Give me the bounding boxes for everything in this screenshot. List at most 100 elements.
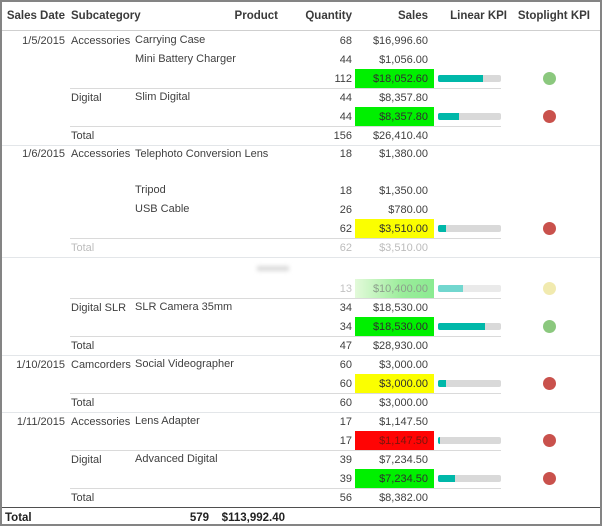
row-separator-line: [2, 355, 600, 356]
cell-product: Telephoto Conversion Lens: [135, 148, 269, 160]
table-row[interactable]: 1/6/2015 Accessories Telephoto Conversio…: [2, 145, 600, 181]
row-separator-line: [70, 126, 501, 127]
cell-sales: $7,234.50: [379, 453, 428, 466]
row-separator-line: [70, 336, 501, 337]
linear-kpi-bar: [438, 75, 501, 82]
cell-product: USB Cable: [135, 203, 190, 215]
linear-kpi-bar: [438, 225, 501, 232]
cell-sales: $1,380.00: [379, 148, 428, 160]
column-header-sales[interactable]: Sales: [397, 10, 428, 22]
linear-kpi-fill: [438, 475, 455, 482]
table-row[interactable]: Tripod 18 $1,350.00: [2, 181, 600, 200]
cell-subcategory: Accessories: [71, 148, 131, 160]
cell-sales: $3,000.00: [379, 358, 428, 371]
table-row[interactable]: Mini Battery Charger 44 $1,056.00: [2, 50, 600, 69]
stoplight-kpi-cell: [507, 434, 600, 447]
cell-quantity: 112: [334, 72, 352, 85]
cell-quantity: 26: [339, 203, 352, 216]
linear-kpi-fill: [438, 380, 447, 387]
stoplight-kpi-cell: [507, 72, 600, 85]
column-header-subcategory[interactable]: Subcategory: [71, 10, 141, 22]
table-row[interactable]: 62 $3,510.00: [2, 219, 600, 238]
linear-kpi-fill: [438, 285, 464, 292]
cell-subcategory: Digital SLR: [71, 301, 127, 314]
table-row[interactable]: 13 $10,400.00: [2, 279, 600, 298]
table-row[interactable]: Total 62 $3,510.00: [2, 238, 600, 257]
column-header-quantity[interactable]: Quantity: [305, 10, 352, 22]
linear-kpi-cell: [434, 323, 507, 330]
cell-quantity: 39: [339, 472, 352, 485]
table-row[interactable]: 60 $3,000.00: [2, 374, 600, 393]
linear-kpi-fill: [438, 225, 447, 232]
table-header-row: Sales Date Subcategory Product Quantity …: [2, 2, 600, 31]
linear-kpi-fill: [438, 437, 440, 444]
table-row[interactable]: 44 $8,357.80: [2, 107, 600, 126]
table-row[interactable]: 17 $1,147.50: [2, 431, 600, 450]
cell-quantity: 34: [339, 320, 352, 333]
cell-sales: $16,996.60: [372, 34, 428, 47]
cell-sales: $18,530.00: [372, 301, 428, 314]
cell-sales: $18,530.00: [355, 317, 434, 336]
stoplight-kpi-cell: [507, 110, 600, 123]
column-header-sales-date[interactable]: Sales Date: [6, 10, 65, 22]
row-separator-line: [2, 145, 600, 146]
linear-kpi-cell: [434, 285, 507, 292]
stoplight-dot: [543, 434, 556, 447]
cell-sales: $1,147.50: [355, 431, 434, 450]
linear-kpi-fill: [438, 323, 485, 330]
stoplight-dot: [543, 472, 556, 485]
cell-subcategory: Accessories: [71, 34, 131, 47]
column-header-stoplight-kpi[interactable]: Stoplight KPI: [517, 10, 590, 22]
stoplight-kpi-cell: [507, 222, 600, 235]
table-row[interactable]: Total 156 $26,410.40: [2, 126, 600, 145]
cell-sales: $28,930.00: [372, 339, 428, 352]
cell-subcategory: Total: [71, 129, 95, 142]
table-row[interactable]: [2, 257, 600, 279]
cell-sales-date: 1/6/2015: [22, 148, 65, 160]
cell-sales: $10,400.00: [355, 279, 434, 298]
linear-kpi-cell: [434, 475, 507, 482]
table-row[interactable]: 1/11/2015 Accessories Lens Adapter 17 $1…: [2, 412, 600, 431]
cell-quantity: 60: [339, 358, 352, 371]
linear-kpi-bar: [438, 323, 501, 330]
stoplight-dot: [543, 377, 556, 390]
cell-quantity: 18: [339, 148, 352, 160]
grand-total-sales: $113,992.40: [221, 511, 285, 524]
linear-kpi-cell: [434, 380, 507, 387]
cell-quantity: 13: [339, 282, 352, 295]
table-row[interactable]: 1/10/2015 Camcorders Social Videographer…: [2, 355, 600, 374]
table-row[interactable]: Total 47 $28,930.00: [2, 336, 600, 355]
cell-subcategory: Camcorders: [71, 358, 131, 371]
table-row[interactable]: Total 60 $3,000.00: [2, 393, 600, 412]
linear-kpi-bar: [438, 285, 501, 292]
cell-quantity: 34: [339, 301, 352, 314]
stoplight-dot: [543, 282, 556, 295]
table-row[interactable]: Digital Advanced Digital 39 $7,234.50: [2, 450, 600, 469]
cell-sales-date: 1/10/2015: [16, 358, 65, 371]
cell-product: Tripod: [135, 184, 166, 196]
cell-quantity: 44: [339, 91, 352, 104]
stoplight-kpi-cell: [507, 282, 600, 295]
linear-kpi-fill: [438, 75, 483, 82]
table-row[interactable]: Total 56 $8,382.00: [2, 488, 600, 507]
table-row[interactable]: 39 $7,234.50: [2, 469, 600, 488]
table-row[interactable]: 1/5/2015 Accessories Carrying Case 68 $1…: [2, 31, 600, 50]
row-separator-line: [70, 393, 501, 394]
table-body: 1/5/2015 Accessories Carrying Case 68 $1…: [2, 31, 600, 507]
cell-sales: $780.00: [388, 203, 428, 216]
table-row[interactable]: 112 $18,052.60: [2, 69, 600, 88]
cell-subcategory: Total: [71, 339, 95, 352]
table-row[interactable]: Digital Slim Digital 44 $8,357.80: [2, 88, 600, 107]
table-row[interactable]: Digital SLR SLR Camera 35mm 34 $18,530.0…: [2, 298, 600, 317]
cell-quantity: 39: [339, 453, 352, 466]
table-row[interactable]: 34 $18,530.00: [2, 317, 600, 336]
linear-kpi-cell: [434, 437, 507, 444]
table-row[interactable]: USB Cable 26 $780.00: [2, 200, 600, 219]
cell-sales: $1,056.00: [379, 53, 428, 66]
cell-subcategory: Total: [71, 241, 95, 254]
column-header-linear-kpi[interactable]: Linear KPI: [450, 10, 507, 22]
cell-quantity: 60: [339, 377, 352, 390]
cell-sales: $3,510.00: [379, 241, 428, 254]
cell-subcategory: Digital: [71, 91, 102, 104]
column-header-product[interactable]: Product: [234, 9, 278, 22]
